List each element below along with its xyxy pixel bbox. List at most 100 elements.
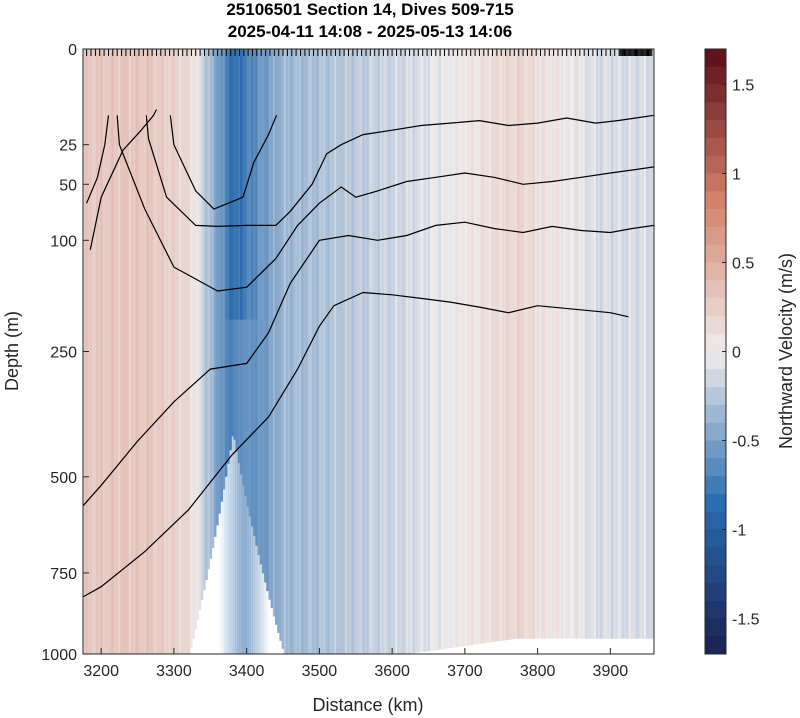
colorbar-tick-label: 0.5 (732, 256, 754, 273)
velocity-column (179, 49, 182, 654)
velocity-column (580, 49, 584, 639)
velocity-anomaly-cell (248, 319, 251, 654)
y-tick-label: 25 (59, 138, 77, 155)
velocity-column (126, 49, 130, 654)
velocity-column (351, 49, 354, 654)
velocity-column (155, 49, 158, 654)
velocity-column (641, 49, 645, 639)
velocity-column (587, 49, 590, 639)
velocity-column (554, 49, 557, 639)
x-tick-label: 3400 (229, 663, 265, 680)
velocity-column (131, 49, 134, 654)
velocity-column (176, 49, 180, 654)
colorbar: -1.5 -1 -0.5 0 0.5 1 1.5 (704, 48, 760, 655)
velocity-column (117, 49, 121, 654)
contour-line (83, 291, 629, 598)
y-tick-label: 250 (50, 345, 77, 362)
velocity-column (532, 49, 536, 639)
velocity-column (340, 49, 344, 654)
velocity-column (401, 49, 405, 654)
velocity-column (196, 49, 200, 620)
velocity-column (303, 49, 306, 654)
velocity-column (307, 49, 311, 654)
chart-title-line-1: 25106501 Section 14, Dives 509-715 (226, 0, 514, 19)
velocity-column (327, 49, 330, 654)
velocity-column (530, 49, 533, 639)
velocity-column (357, 49, 361, 654)
colorbar-segment (705, 511, 726, 530)
velocity-column (133, 49, 136, 654)
velocity-column (187, 49, 191, 654)
velocity-column (233, 49, 237, 440)
velocity-column (272, 49, 276, 617)
velocity-column (504, 49, 507, 641)
dive-tick-marks (86, 49, 653, 56)
velocity-anomaly-cell (268, 320, 271, 654)
x-tick-label: 3200 (83, 663, 119, 680)
colorbar-segment (705, 66, 726, 85)
velocity-column (602, 49, 605, 639)
velocity-column (604, 49, 608, 639)
velocity-column (283, 49, 287, 654)
velocity-anomaly-cell (224, 319, 227, 654)
velocity-column (637, 49, 640, 639)
velocity-column (525, 49, 529, 639)
velocity-column (251, 49, 254, 527)
velocity-column (456, 49, 459, 648)
velocity-column (331, 49, 335, 654)
velocity-column (279, 49, 282, 641)
velocity-column (338, 49, 341, 654)
velocity-column (259, 49, 263, 565)
velocity-column (458, 49, 461, 647)
velocity-column (281, 49, 285, 649)
velocity-anomaly-cell (250, 319, 253, 654)
velocity-column (646, 49, 649, 639)
colorbar-segment (705, 636, 726, 655)
colorbar-segment (705, 369, 726, 388)
velocity-column (578, 49, 581, 639)
velocity-anomaly-cell (228, 319, 232, 654)
velocity-column (549, 49, 553, 639)
velocity-anomaly-cell (237, 319, 240, 654)
velocity-column (464, 49, 468, 646)
velocity-column (93, 49, 97, 654)
colorbar-tick-label: -1.5 (732, 611, 760, 628)
velocity-column (560, 49, 564, 639)
velocity-column (630, 49, 634, 639)
velocity-column (576, 49, 579, 639)
colorbar-segment (705, 280, 726, 299)
velocity-anomaly-cell (254, 319, 258, 654)
velocity-column (371, 49, 374, 654)
colorbar-tick-label: 1.5 (732, 78, 754, 95)
velocity-column (231, 49, 234, 437)
velocity-column (408, 49, 411, 654)
velocity-column (434, 49, 437, 651)
velocity-column (329, 49, 333, 654)
velocity-column (325, 49, 328, 654)
velocity-column (336, 49, 339, 654)
velocity-column (427, 49, 431, 652)
colorbar-segment (705, 102, 726, 121)
velocity-column (183, 49, 186, 654)
velocity-column (122, 49, 125, 654)
velocity-column (148, 49, 152, 654)
velocity-column (368, 49, 372, 654)
velocity-column (567, 49, 571, 639)
velocity-column (624, 49, 627, 639)
velocity-column (355, 49, 359, 654)
velocity-column (595, 49, 599, 639)
x-tick-label: 3600 (374, 663, 410, 680)
velocity-anomaly-cell (230, 319, 234, 654)
velocity-column (613, 49, 616, 639)
y-tick-label: 750 (50, 566, 77, 583)
velocity-column (497, 49, 501, 642)
colorbar-segment (705, 209, 726, 228)
velocity-column (248, 49, 252, 517)
velocity-column (100, 49, 104, 654)
y-tick-label: 50 (59, 177, 77, 194)
velocity-column (159, 49, 162, 654)
velocity-column (395, 49, 398, 654)
colorbar-segment (705, 404, 726, 423)
velocity-column (109, 49, 112, 654)
